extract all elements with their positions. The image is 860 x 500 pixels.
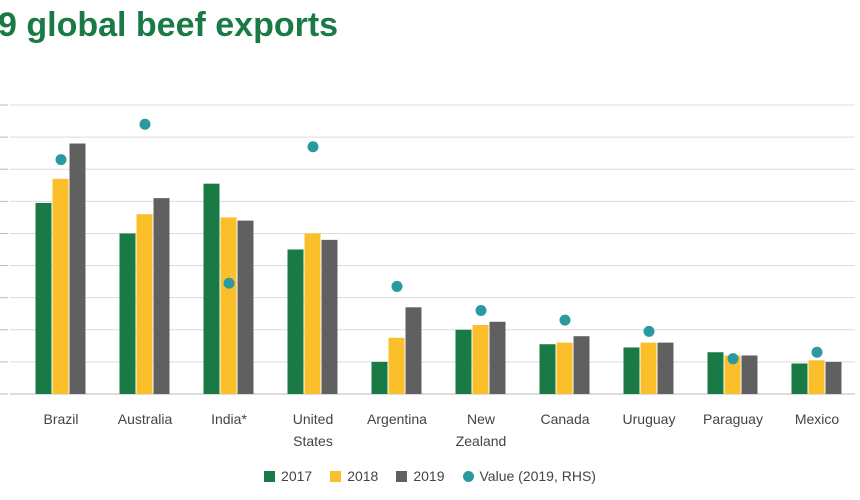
bar — [489, 321, 506, 394]
bar — [825, 361, 842, 394]
x-tick-label: Uruguay — [622, 411, 676, 427]
x-tick-label: New Zealand — [455, 411, 507, 449]
bar — [808, 360, 825, 394]
point — [559, 314, 571, 326]
legend-swatch — [462, 470, 474, 482]
point — [811, 346, 823, 358]
x-tick-label: Brazil — [43, 411, 79, 427]
bar — [237, 220, 254, 394]
bar — [640, 342, 657, 394]
point — [139, 118, 151, 130]
bar — [52, 178, 69, 394]
x-tick-label: Mexico — [794, 411, 840, 427]
bar — [472, 324, 489, 394]
legend-swatch — [396, 470, 408, 482]
bar — [573, 336, 590, 394]
legend-item: 2017 — [264, 468, 312, 484]
bar — [724, 355, 741, 394]
bar — [371, 361, 388, 394]
bar — [707, 352, 724, 394]
point — [643, 325, 655, 337]
point — [475, 305, 487, 317]
legend-swatch — [264, 470, 276, 482]
x-tick-label: India* — [211, 411, 247, 427]
point — [307, 141, 319, 153]
legend-item: Value (2019, RHS) — [462, 468, 596, 484]
bar — [287, 249, 304, 394]
chart-title: 9 global beef exports — [0, 6, 339, 44]
bar — [153, 198, 170, 394]
bar — [405, 307, 422, 394]
bar — [321, 239, 338, 394]
x-tick-label: Argentina — [367, 411, 427, 427]
bar — [304, 233, 321, 394]
legend-label: 2019 — [413, 468, 445, 484]
legend-swatch — [330, 470, 342, 482]
bar — [203, 183, 220, 394]
legend: 2017 2018 2019 Value (2019, RHS) — [0, 468, 860, 484]
point — [55, 154, 67, 166]
bar — [657, 342, 674, 394]
legend-item: 2019 — [396, 468, 445, 484]
bar — [455, 329, 472, 394]
x-tick-label: United States — [292, 411, 334, 449]
bar — [388, 337, 405, 394]
bar — [539, 344, 556, 394]
point — [391, 280, 403, 292]
legend-label: 2018 — [347, 468, 379, 484]
x-tick-label: Paraguay — [703, 411, 763, 427]
bar — [623, 347, 640, 394]
bar — [69, 143, 86, 394]
x-tick-label: Australia — [117, 411, 173, 427]
x-tick-label: Canada — [540, 411, 590, 427]
bar — [136, 214, 153, 394]
bar — [119, 233, 136, 394]
legend-item: 2018 — [330, 468, 378, 484]
bar — [35, 202, 52, 394]
bar — [220, 217, 237, 394]
bar — [791, 363, 808, 394]
bar — [556, 342, 573, 394]
legend-label: Value (2019, RHS) — [479, 468, 596, 484]
bar — [741, 355, 758, 394]
legend-label: 2017 — [281, 468, 313, 484]
point — [727, 353, 739, 365]
point — [223, 277, 235, 289]
